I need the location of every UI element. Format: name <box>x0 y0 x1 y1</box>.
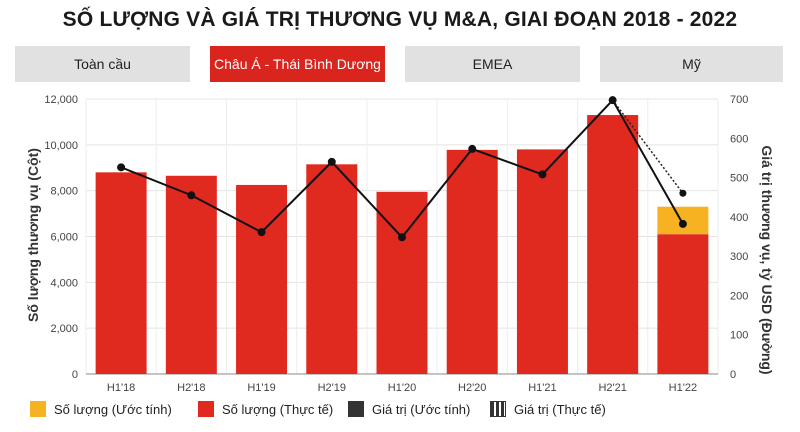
x-tick-label: H1'21 <box>528 382 556 394</box>
chart-title: SỐ LƯỢNG VÀ GIÁ TRỊ THƯƠNG VỤ M&A, GIAI … <box>62 8 738 31</box>
x-tick-label: H1'20 <box>388 382 416 394</box>
tab-emea[interactable]: EMEA <box>405 46 580 82</box>
legend-swatch-estimate-value <box>348 401 364 417</box>
bar-actual <box>376 191 428 374</box>
x-tick-label: H2'21 <box>598 382 626 394</box>
legend-item: Số lượng (Thực tế) <box>198 401 333 417</box>
tab-global[interactable]: Toàn cầu <box>15 46 190 82</box>
value-point-estimate <box>679 189 687 197</box>
legend-label: Giá trị (Thực tế) <box>514 402 606 417</box>
bars <box>95 115 709 375</box>
x-tick-label: H2'20 <box>458 382 486 394</box>
bar-actual <box>446 149 498 374</box>
x-tick-label: H1'22 <box>669 382 697 394</box>
legend-swatch-estimate-count <box>30 401 46 417</box>
y2-tick-label: 0 <box>730 369 736 381</box>
y2-tick-label: 500 <box>730 173 748 185</box>
value-point <box>257 228 266 237</box>
y2-tick-label: 200 <box>730 290 748 302</box>
y-tick-label: 10,000 <box>44 140 78 152</box>
x-tick-label: H2'18 <box>177 382 205 394</box>
legend-label: Giá trị (Ước tính) <box>372 402 471 417</box>
y-tick-label: 2,000 <box>50 323 78 335</box>
y-tick-label: 6,000 <box>50 232 78 244</box>
y2-tick-label: 300 <box>730 251 748 263</box>
legend-swatch-actual-count <box>198 401 214 417</box>
legend-swatch-actual-value <box>490 401 506 417</box>
y2-tick-label: 100 <box>730 330 748 342</box>
legend-label: Số lượng (Ước tính) <box>54 402 172 417</box>
legend-item: Giá trị (Thực tế) <box>490 401 606 417</box>
y-tick-label: 0 <box>72 369 78 381</box>
value-line-dotted <box>612 99 684 194</box>
value-point <box>678 219 687 228</box>
y-tick-label: 4,000 <box>50 277 78 289</box>
x-tick-label: H1'18 <box>107 382 135 394</box>
y2-tick-label: 400 <box>730 212 748 224</box>
bar-actual <box>95 172 147 374</box>
bar-actual <box>165 175 217 374</box>
y-tick-label: 8,000 <box>50 186 78 198</box>
y2-tick-label: 700 <box>730 94 748 106</box>
value-point <box>327 157 336 166</box>
value-point <box>538 170 547 179</box>
bar-actual <box>657 234 709 374</box>
value-point <box>608 96 617 105</box>
y2-axis-label: Giá trị thương vụ, tỷ USD (Đường) <box>759 145 775 374</box>
x-tick-label: H1'19 <box>247 382 275 394</box>
bar-actual <box>516 149 568 374</box>
value-point <box>468 144 477 153</box>
tab-usa[interactable]: Mỹ <box>600 46 783 82</box>
tab-asia-pacific[interactable]: Châu Á - Thái Bình Dương <box>210 46 385 82</box>
y2-tick-label: 600 <box>730 133 748 145</box>
value-lines <box>117 96 687 242</box>
y-tick-label: 12,000 <box>44 94 78 106</box>
axis-ticks: 0 2,000 4,000 6,000 8,000 10,000 12,000 0 100 200… <box>44 94 748 394</box>
value-point <box>187 191 196 200</box>
legend-item: Số lượng (Ước tính) <box>30 401 172 417</box>
legend-item: Giá trị (Ước tính) <box>348 401 470 417</box>
bar-actual <box>587 115 639 375</box>
y-axis-label: Số lượng thương vụ (Cột) <box>25 148 41 322</box>
bar-actual <box>306 164 358 374</box>
value-point <box>398 233 406 242</box>
x-tick-label: H2'19 <box>318 382 346 394</box>
legend-label: Số lượng (Thực tế) <box>222 402 334 417</box>
value-point <box>117 163 126 172</box>
